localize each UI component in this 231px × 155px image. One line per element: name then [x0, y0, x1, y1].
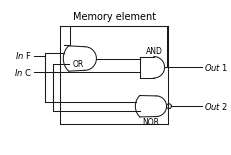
Text: OR: OR [72, 60, 83, 69]
Text: $\it{Out}$ 2: $\it{Out}$ 2 [203, 101, 227, 112]
Text: Memory element: Memory element [73, 13, 155, 22]
Text: NOR: NOR [142, 118, 159, 127]
Text: $\it{In}$ F: $\it{In}$ F [15, 50, 32, 61]
Text: $\it{In}$ C: $\it{In}$ C [14, 67, 32, 78]
Text: AND: AND [146, 47, 163, 56]
Text: $\it{Out}$ 1: $\it{Out}$ 1 [203, 62, 227, 73]
